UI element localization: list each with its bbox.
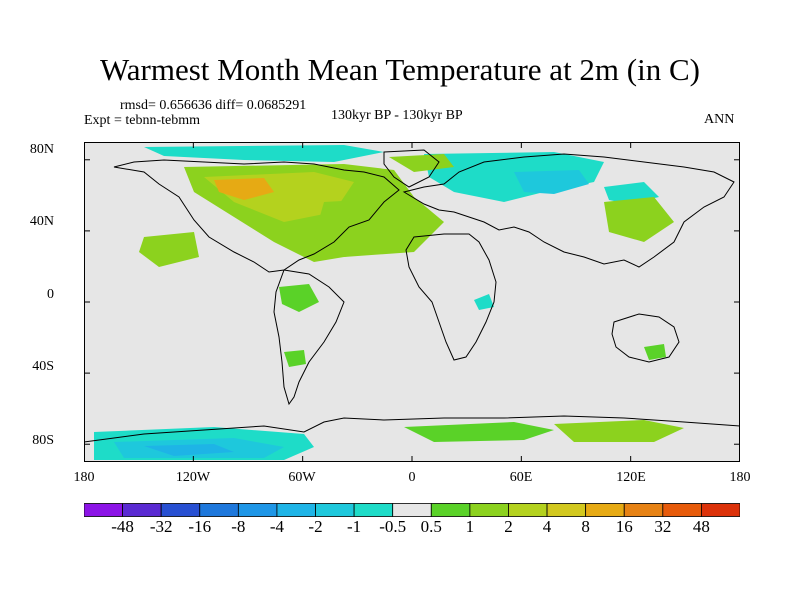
patch-canada-hot	[214, 178, 274, 200]
colorbar-box	[623, 503, 664, 517]
colorbar-label: -4	[269, 517, 285, 536]
colorbar-label: 48	[692, 517, 710, 536]
colorbar-label: 16	[615, 517, 633, 536]
patch-south-atlantic-warm	[284, 350, 306, 367]
colorbar-box	[276, 503, 316, 517]
colorbar-box	[430, 503, 471, 517]
patch-asia-warm	[604, 197, 674, 242]
patch-arctic-cool	[144, 145, 384, 162]
period-label: 130kyr BP - 130kyr BP	[331, 108, 463, 123]
lon-tick-label: 120W	[175, 470, 211, 485]
colorbar-box	[353, 503, 394, 517]
colorbar-label: -8	[231, 517, 246, 536]
colorbar-label: 32	[654, 517, 672, 536]
colorbar-label: -1	[347, 517, 362, 536]
coast-greenland	[383, 149, 440, 188]
colorbar-box	[469, 503, 509, 517]
plot-title: Warmest Month Mean Temperature at 2m (in…	[100, 52, 700, 87]
patch-africa-cool	[474, 294, 494, 310]
coastlines	[84, 149, 740, 443]
coast-australia	[611, 313, 680, 363]
colorbar-label: -16	[188, 517, 212, 536]
colorbar-label: 2	[504, 517, 513, 536]
experiment-label: Expt = tebnn-tebmm	[84, 113, 200, 128]
colorbar-label: 8	[581, 517, 590, 536]
colorbar-box	[315, 503, 355, 517]
colorbar-box	[122, 503, 162, 517]
lon-tick-label: 120E	[616, 470, 646, 485]
stats-line: rmsd= 0.656636 diff= 0.0685291	[120, 98, 307, 113]
patch-australia-warm	[644, 344, 666, 360]
colorbar-label: 4	[542, 517, 552, 536]
colorbar-box	[701, 503, 740, 517]
lon-tick-label: 60E	[509, 470, 533, 485]
colorbar-box	[585, 503, 625, 517]
coast-south-america	[273, 269, 345, 406]
coast-antarctica	[84, 415, 740, 443]
patch-pacific-warm	[139, 232, 199, 267]
colorbar-box	[392, 503, 432, 517]
coast-africa	[405, 233, 497, 361]
colorbar-label: -48	[111, 517, 134, 536]
coast-north-america	[113, 159, 400, 273]
axis-tickmarks	[84, 142, 740, 462]
season-label: ANN	[704, 112, 735, 127]
colorbar-box	[546, 503, 587, 517]
lat-tick-label: 40S	[32, 359, 54, 374]
colorbar-label: 0.5	[420, 517, 442, 536]
patch-siberia-cool	[424, 152, 604, 202]
colorbar-box	[508, 503, 548, 517]
colorbar-box	[84, 503, 123, 517]
colorbar-label: 1	[465, 517, 475, 536]
colorbar-box	[160, 503, 201, 517]
colorbar-box	[662, 503, 702, 517]
lon-tick-label: 180	[73, 470, 95, 485]
lat-tick-label: 80N	[29, 142, 54, 157]
patch-south-america-warm	[279, 284, 319, 312]
lat-tick-label: 40N	[29, 214, 54, 229]
world-map	[84, 142, 740, 462]
coast-eurasia	[402, 153, 735, 268]
lat-tick-label: 0	[47, 287, 54, 302]
patch-southern-ocean-warm	[404, 422, 554, 442]
lon-tick-label: 0	[408, 470, 416, 485]
colorbar-label: -2	[308, 517, 323, 536]
lat-tick-label: 80S	[32, 433, 54, 448]
patch-europe-warm	[389, 154, 454, 172]
colorbar-label: -32	[149, 517, 173, 536]
patch-antarctica-cool-deep	[144, 444, 234, 456]
colorbar	[84, 503, 740, 517]
patch-siberia-cool-core	[514, 170, 589, 194]
patch-antarctic-east-warm	[554, 420, 684, 442]
colorbar-box	[237, 503, 278, 517]
lon-tick-label: 180	[729, 470, 751, 485]
colorbar-label: -0.5	[379, 517, 407, 536]
colorbar-box	[199, 503, 239, 517]
lon-tick-label: 60W	[288, 470, 316, 485]
